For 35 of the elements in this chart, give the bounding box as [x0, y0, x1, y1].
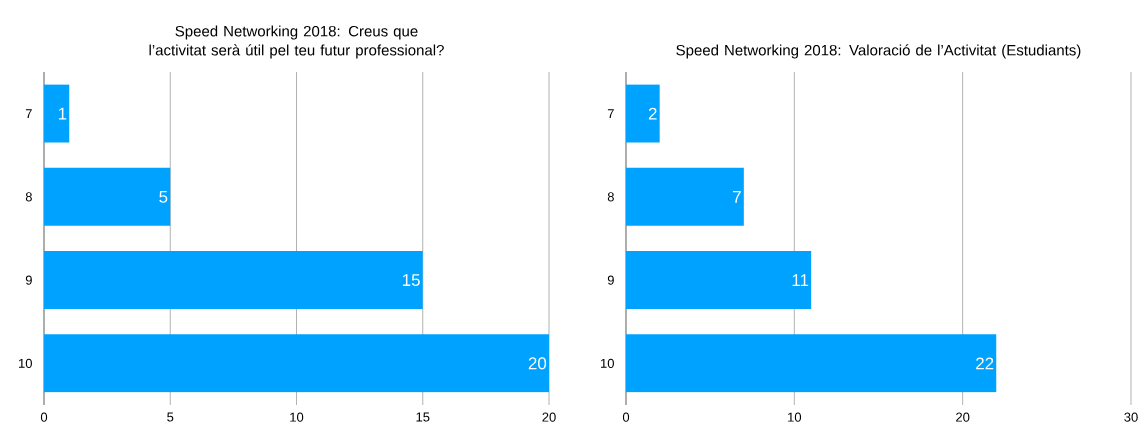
y-tick-label: 7 — [607, 109, 614, 119]
y-tick-label: 8 — [607, 192, 614, 202]
bar — [626, 334, 997, 393]
x-tick-label: 0 — [622, 412, 630, 422]
y-tick-label: 9 — [25, 275, 32, 285]
data-label: 15 — [402, 274, 420, 287]
x-tick-label: 5 — [167, 412, 174, 422]
chart-title: Speed Networking 2018: Creus que l’activitat serà útil pel teu futur professional? — [149, 25, 444, 59]
bar — [626, 84, 660, 143]
chart-title: Speed Networking 2018: Valoració de l’Activitat (Estudiants) — [676, 44, 1081, 59]
data-label: 5 — [159, 190, 168, 203]
y-tick-label: 9 — [607, 275, 614, 285]
x-tick-label: 10 — [788, 412, 802, 422]
bar — [44, 334, 550, 393]
data-label: 20 — [528, 357, 547, 370]
x-tick-label: 15 — [416, 412, 430, 422]
data-label: 22 — [976, 357, 994, 370]
bar — [44, 84, 70, 143]
data-label: 7 — [733, 191, 741, 203]
x-tick-label: 0 — [40, 412, 48, 422]
x-tick-label: 30 — [1124, 412, 1138, 422]
x-tick-label: 20 — [542, 412, 556, 422]
data-label: 2 — [648, 107, 657, 120]
data-label: 1 — [58, 107, 67, 120]
data-label: 11 — [792, 274, 809, 286]
bar — [44, 167, 171, 226]
y-tick-label: 7 — [25, 109, 32, 119]
bar — [44, 251, 423, 310]
y-tick-label: 10 — [19, 358, 32, 368]
y-tick-label: 8 — [25, 192, 32, 202]
x-tick-label: 10 — [290, 412, 304, 422]
x-tick-label: 20 — [956, 412, 970, 422]
bar — [626, 167, 744, 226]
bar — [626, 251, 812, 310]
y-tick-label: 10 — [601, 358, 614, 368]
